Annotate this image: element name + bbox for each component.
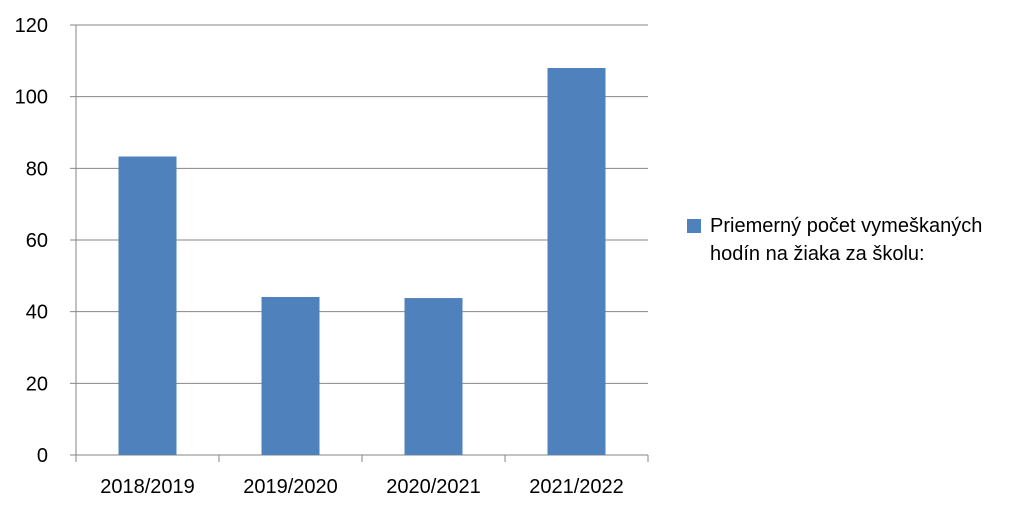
x-tick-label: 2020/2021 <box>386 476 481 498</box>
y-tick-label: 120 <box>15 15 48 37</box>
bar <box>261 296 320 455</box>
y-tick-label: 0 <box>37 445 48 467</box>
y-tick-label: 40 <box>26 302 48 324</box>
y-tick-label: 100 <box>15 87 48 109</box>
legend-label: Priemerný počet vymeškaných hodín na žia… <box>710 215 983 265</box>
x-tick-label: 2018/2019 <box>100 476 195 498</box>
bar <box>118 156 177 455</box>
y-tick-label: 20 <box>26 373 48 395</box>
x-tick-label: 2021/2022 <box>529 476 624 498</box>
y-tick-label: 80 <box>26 158 48 180</box>
x-tick-label: 2019/2020 <box>243 476 338 498</box>
bar <box>547 68 606 455</box>
legend: Priemerný počet vymeškaných hodín na žia… <box>687 212 1017 268</box>
legend-swatch <box>687 219 701 233</box>
bar <box>404 298 463 455</box>
y-tick-label: 60 <box>26 230 48 252</box>
